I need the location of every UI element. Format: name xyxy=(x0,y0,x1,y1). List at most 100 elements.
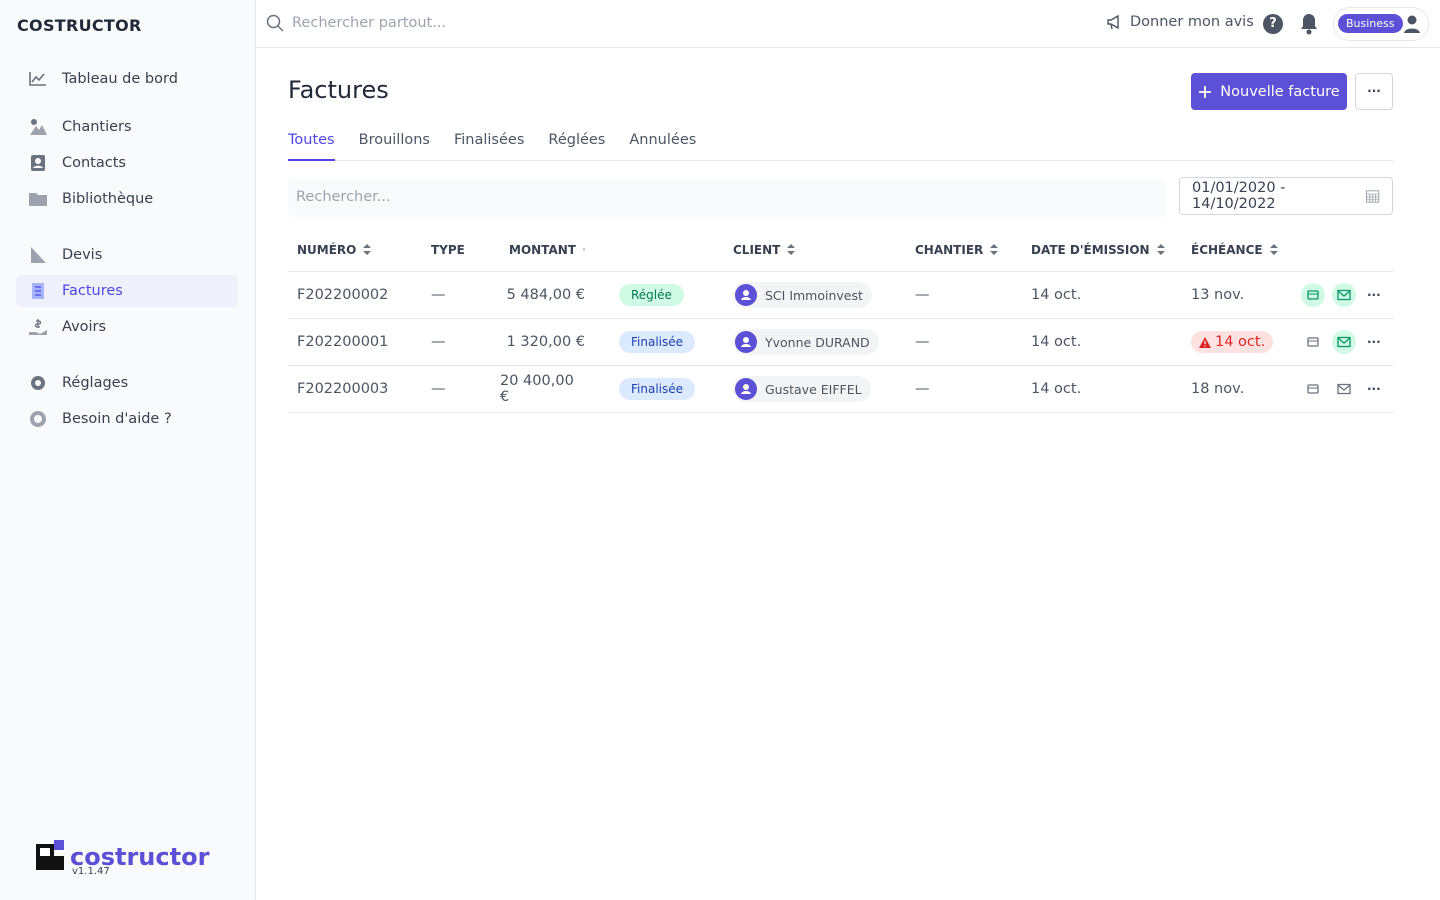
nav-label: Bibliothèque xyxy=(62,191,154,207)
cell: F202200002 xyxy=(297,287,389,303)
cell: 14 oct. xyxy=(1031,334,1082,350)
table-row[interactable]: F202200001 — 1 320,00 € Finalisée Yvonne… xyxy=(288,319,1393,366)
cell: — xyxy=(915,287,930,303)
cell: 5 484,00 € xyxy=(506,287,585,303)
nav-item[interactable]: Avoirs xyxy=(16,311,238,343)
nav-item[interactable]: Factures xyxy=(16,275,238,307)
status-badge: Finalisée xyxy=(619,378,696,400)
column-label: TYPE xyxy=(431,242,465,257)
column-label: NUMÉRO xyxy=(297,242,357,257)
cell: 13 nov. xyxy=(1191,287,1245,303)
payment-icon[interactable] xyxy=(1301,377,1325,401)
payment-icon[interactable] xyxy=(1301,330,1325,354)
account[interactable]: Business xyxy=(1333,7,1429,41)
new-invoice-button[interactable]: Nouvelle facture xyxy=(1191,73,1347,110)
nav-label: Chantiers xyxy=(62,119,132,135)
cell: — xyxy=(431,287,446,303)
nav-item[interactable]: Bibliothèque xyxy=(16,183,238,215)
client-chip[interactable]: SCI Immoinvest xyxy=(733,282,872,308)
nav-item[interactable]: Tableau de bord xyxy=(16,63,238,95)
search-placeholder: Rechercher... xyxy=(296,189,391,205)
client-name: Yvonne DURAND xyxy=(765,334,870,350)
nav-label: Avoirs xyxy=(62,319,107,335)
column-header[interactable]: CHANTIER xyxy=(906,243,1022,257)
feedback[interactable]: Donner mon avis xyxy=(1106,14,1254,30)
tab[interactable]: Brouillons xyxy=(358,132,430,148)
column-label: CHANTIER xyxy=(915,242,984,257)
table-row[interactable]: F202200002 — 5 484,00 € Réglée SCI Immoi… xyxy=(288,272,1393,319)
client-name: Gustave EIFFEL xyxy=(765,381,862,397)
tab[interactable]: Annulées xyxy=(629,132,697,148)
status-badge: Réglée xyxy=(619,284,684,306)
nav-label: Réglages xyxy=(62,375,129,391)
nav-label: Tableau de bord xyxy=(62,71,178,87)
column-header[interactable]: CLIENT xyxy=(724,243,906,257)
nav-label: Besoin d'aide ? xyxy=(62,411,172,427)
table-row[interactable]: F202200003 — 20 400,00 € Finalisée Gusta… xyxy=(288,366,1393,413)
feedback-label: Donner mon avis xyxy=(1130,14,1254,30)
notifications[interactable] xyxy=(1299,13,1319,35)
client-chip[interactable]: Yvonne DURAND xyxy=(733,329,879,355)
tabs: Toutes Brouillons Finalisées Réglées Ann… xyxy=(288,128,1393,161)
cell: — xyxy=(915,381,930,397)
row-menu[interactable]: ··· xyxy=(1367,335,1381,349)
help[interactable]: ? xyxy=(1263,14,1283,34)
column-header[interactable]: DATE D'ÉMISSION xyxy=(1022,243,1182,257)
cell: 14 oct. xyxy=(1031,287,1082,303)
nav-label: Devis xyxy=(62,247,103,263)
column-label: ÉCHÉANCE xyxy=(1191,242,1263,257)
nav-item[interactable]: Contacts xyxy=(16,147,238,179)
column-header[interactable]: MONTANT xyxy=(500,243,597,257)
email-icon[interactable] xyxy=(1332,377,1356,401)
plan-badge: Business xyxy=(1338,14,1403,33)
nav-label: Contacts xyxy=(62,155,126,171)
cell: 20 400,00 € xyxy=(500,373,574,405)
row-menu[interactable]: ··· xyxy=(1367,288,1381,302)
payment-icon[interactable] xyxy=(1301,283,1325,307)
cell: 14 oct. xyxy=(1031,381,1082,397)
version: v1.1.47 xyxy=(72,866,110,877)
nav-label: Factures xyxy=(62,283,123,299)
row-menu[interactable]: ··· xyxy=(1367,382,1381,396)
date-range-text: 01/01/2020 - 14/10/2022 xyxy=(1192,180,1286,212)
nav-item[interactable]: Chantiers xyxy=(16,111,238,143)
nav-item[interactable]: Réglages xyxy=(16,367,238,399)
tab[interactable]: Finalisées xyxy=(453,132,525,148)
column-label: MONTANT xyxy=(509,242,576,257)
column-header: TYPE xyxy=(422,243,500,257)
client-chip[interactable]: Gustave EIFFEL xyxy=(733,376,871,402)
invoices-table: NUMÉRO TYPE MONTANT CLIENT CHANTIER DATE… xyxy=(288,228,1393,413)
table-search[interactable]: Rechercher... xyxy=(288,179,1166,217)
more-button[interactable]: ··· xyxy=(1355,73,1393,110)
tab[interactable]: Réglées xyxy=(548,132,606,148)
global-search[interactable]: Rechercher partout... xyxy=(266,14,446,32)
table-header: NUMÉRO TYPE MONTANT CLIENT CHANTIER DATE… xyxy=(288,228,1393,272)
sidebar: COSTRUCTOR Tableau de bord Chantiers Con… xyxy=(0,0,256,900)
nav-item[interactable]: Besoin d'aide ? xyxy=(16,403,238,435)
column-header[interactable]: ÉCHÉANCE xyxy=(1182,243,1292,257)
status-badge: Finalisée xyxy=(619,331,696,353)
search-placeholder: Rechercher partout... xyxy=(292,15,447,31)
email-icon[interactable] xyxy=(1332,330,1356,354)
date-range[interactable]: 01/01/2020 - 14/10/2022 xyxy=(1179,177,1393,215)
page-title: Factures xyxy=(288,76,389,104)
email-icon[interactable] xyxy=(1332,283,1356,307)
brand: COSTRUCTOR xyxy=(17,16,142,35)
cell: — xyxy=(431,381,446,397)
cell: F202200001 xyxy=(297,334,389,350)
button-label: Nouvelle facture xyxy=(1220,83,1340,100)
client-name: SCI Immoinvest xyxy=(765,287,863,303)
cell: 18 nov. xyxy=(1191,381,1245,397)
column-label: CLIENT xyxy=(733,242,781,257)
cell: 1 320,00 € xyxy=(506,334,585,350)
column-label: DATE D'ÉMISSION xyxy=(1031,242,1150,257)
tab[interactable]: Toutes xyxy=(288,128,335,161)
nav-item[interactable]: Devis xyxy=(16,239,238,271)
logo: costructor xyxy=(36,840,209,870)
due-date: 14 oct. xyxy=(1215,334,1266,350)
column-header[interactable]: NUMÉRO xyxy=(288,243,422,257)
overdue-badge: 14 oct. xyxy=(1191,331,1274,353)
cell: — xyxy=(431,334,446,350)
